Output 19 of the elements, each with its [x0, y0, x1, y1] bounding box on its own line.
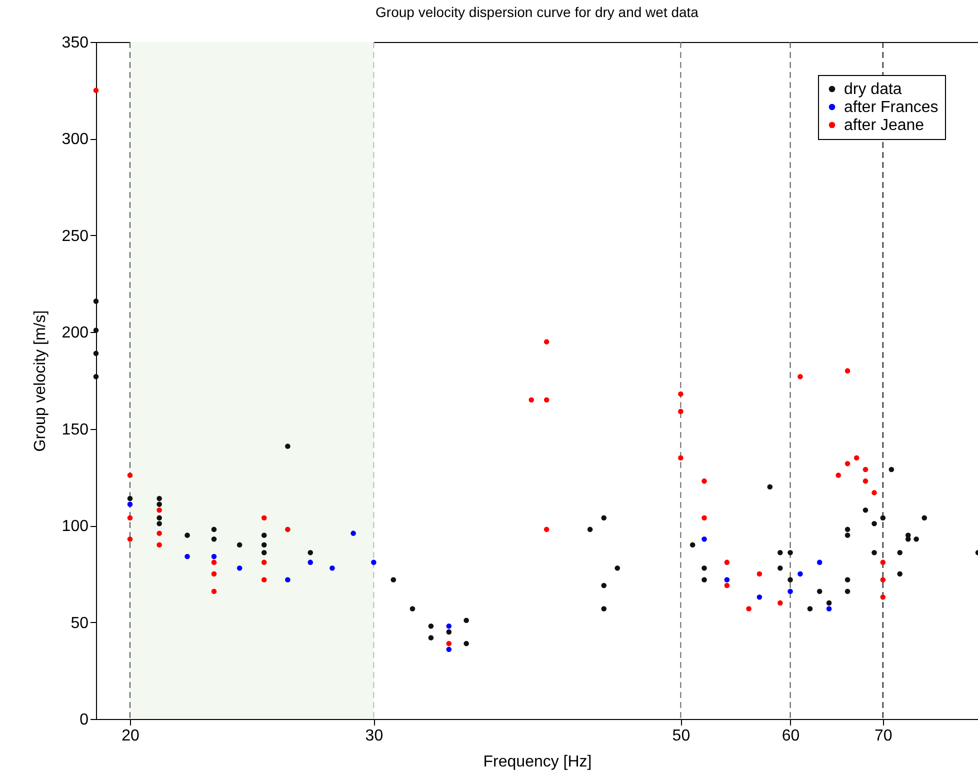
y-tick-label: 350 — [62, 34, 89, 52]
legend-label: after Frances — [844, 99, 938, 116]
y-tick-label: 200 — [62, 324, 89, 342]
chart-title: Group velocity dispersion curve for dry and wet data — [376, 4, 699, 20]
y-tick-label: 100 — [62, 518, 89, 536]
y-tick-label: 150 — [62, 421, 89, 438]
y-tick-label: 0 — [80, 712, 89, 728]
x-tick-label: 20 — [122, 728, 140, 744]
legend-label: dry data — [844, 81, 902, 98]
y-axis-title: Group velocity [m/s] — [32, 310, 49, 452]
x-tick-label: 70 — [874, 728, 892, 744]
x-tick-label: 60 — [782, 728, 800, 744]
x-axis-title: Frequency [Hz] — [483, 754, 592, 770]
x-tick-label: 50 — [672, 728, 690, 744]
legend-label: after Jeane — [844, 117, 924, 134]
y-tick-label: 250 — [62, 228, 89, 245]
y-tick-label: 300 — [62, 131, 89, 148]
y-tick-label: 50 — [70, 614, 89, 632]
x-tick-label: 30 — [365, 728, 384, 744]
